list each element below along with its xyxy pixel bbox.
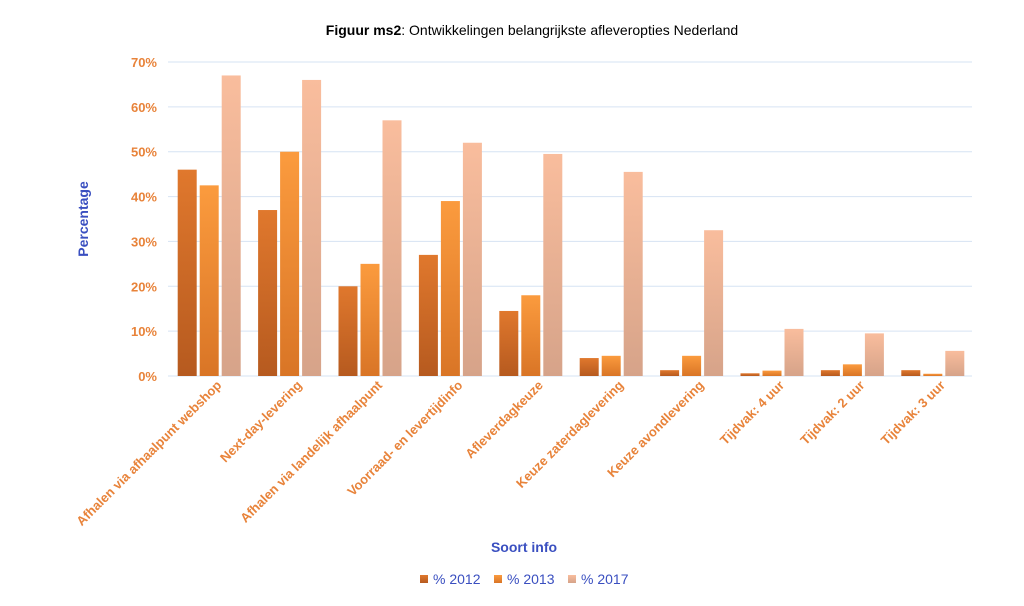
y-tick-labels: 0% 10% 20% 30% 40% 50% 60% 70% (131, 55, 157, 384)
bar-1-2 (258, 210, 278, 376)
bar-2-5 (521, 295, 541, 376)
y-tick-label: 30% (131, 234, 157, 249)
bar-3-4 (462, 142, 482, 376)
legend-item: % 2017 (568, 571, 629, 587)
bar-1-10 (901, 370, 921, 376)
bar-1-8 (740, 373, 760, 376)
chart-title: Figuur ms2: Ontwikkelingen belangrijkste… (326, 22, 738, 38)
bar-2-1 (199, 185, 219, 376)
legend-swatch (568, 575, 576, 583)
x-tick-label: Afhalen via landelijk afhaalpunt (237, 377, 385, 525)
bar-3-1 (221, 75, 241, 376)
y-axis-title: Percentage (75, 181, 91, 257)
y-tick-label: 40% (131, 190, 157, 205)
y-tick-label: 20% (131, 279, 157, 294)
bar-1-3 (338, 286, 358, 376)
legend-label: % 2013 (507, 571, 555, 587)
bar-2-2 (280, 151, 300, 376)
bar-3-2 (302, 79, 322, 376)
bar-3-8 (784, 328, 804, 376)
x-tick-label: Afleverdagkeuze (462, 378, 546, 462)
x-axis-title: Soort info (491, 539, 557, 555)
legend-swatch (494, 575, 502, 583)
bar-2-10 (923, 373, 943, 376)
bar-1-4 (418, 254, 438, 376)
legend-swatch (420, 575, 428, 583)
bar-1-7 (660, 370, 680, 376)
y-tick-label: 60% (131, 100, 157, 115)
x-tick-label: Afhalen via afhaalpunt webshop (73, 377, 224, 528)
x-tick-labels: Afhalen via afhaalpunt webshopNext-day-l… (73, 377, 948, 529)
bar-1-9 (820, 370, 840, 376)
bar-3-9 (864, 333, 884, 376)
bar-2-9 (842, 364, 862, 376)
bar-1-6 (579, 358, 599, 376)
bars (177, 75, 965, 376)
legend-label: % 2017 (581, 571, 629, 587)
legend: % 2012 % 2013 % 2017 (420, 571, 629, 587)
bar-1-1 (177, 169, 197, 376)
gridlines (168, 61, 972, 377)
x-tick-label: Tijdvak: 4 uur (717, 378, 787, 448)
y-tick-label: 0% (138, 369, 157, 384)
chart-title-rest: : Ontwikkelingen belangrijkste afleverop… (401, 22, 738, 38)
bar-1-5 (499, 310, 519, 376)
bar-2-4 (440, 201, 460, 376)
bar-3-6 (623, 171, 643, 376)
x-tick-label: Next-day-levering (217, 377, 305, 465)
legend-item: % 2012 (420, 571, 481, 587)
bar-3-3 (382, 120, 402, 376)
x-tick-label: Tijdvak: 2 uur (797, 378, 867, 448)
y-tick-label: 50% (131, 145, 157, 160)
bar-3-7 (704, 230, 724, 376)
bar-2-3 (360, 263, 380, 376)
legend-item: % 2013 (494, 571, 555, 587)
chart-title-bold: Figuur ms2 (326, 22, 402, 38)
bar-3-10 (945, 350, 965, 376)
y-tick-label: 10% (131, 324, 157, 339)
bar-2-7 (682, 355, 702, 376)
bar-2-6 (601, 355, 621, 376)
legend-label: % 2012 (433, 571, 481, 587)
x-tick-label: Tijdvak: 3 uur (878, 378, 948, 448)
y-tick-label: 70% (131, 55, 157, 70)
bar-3-5 (543, 153, 563, 376)
bar-2-8 (762, 370, 782, 376)
